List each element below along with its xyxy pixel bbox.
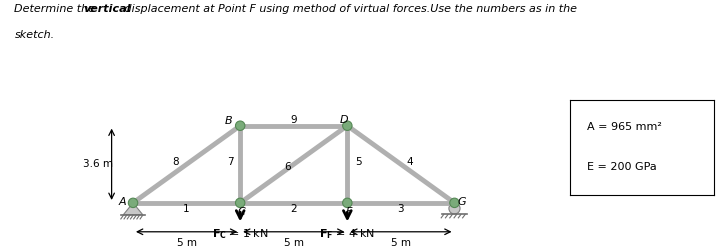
- Text: A = 965 mm²: A = 965 mm²: [587, 122, 662, 132]
- Text: C: C: [237, 207, 245, 217]
- Circle shape: [236, 121, 245, 130]
- Polygon shape: [123, 203, 143, 215]
- Text: displacement at Point F using method of virtual forces.Use the numbers as in the: displacement at Point F using method of …: [121, 4, 577, 14]
- Text: G: G: [458, 197, 466, 207]
- Text: E = 200 GPa: E = 200 GPa: [587, 162, 657, 172]
- Circle shape: [449, 203, 460, 214]
- Circle shape: [342, 121, 352, 130]
- Text: 3.6 m: 3.6 m: [83, 159, 112, 169]
- Text: F: F: [345, 207, 352, 217]
- Text: 2: 2: [291, 204, 297, 214]
- Text: B: B: [224, 116, 232, 126]
- Circle shape: [342, 198, 352, 207]
- Circle shape: [450, 198, 459, 207]
- Text: A: A: [118, 197, 126, 207]
- Text: 5 m: 5 m: [391, 238, 411, 248]
- Text: $\mathbf{F_C}$ = 1 kN: $\mathbf{F_C}$ = 1 kN: [212, 228, 268, 241]
- Text: 6: 6: [284, 162, 291, 172]
- Text: D: D: [340, 115, 348, 125]
- Text: 7: 7: [227, 157, 234, 167]
- Text: $\mathbf{F_F}$ = 4 kN: $\mathbf{F_F}$ = 4 kN: [319, 228, 376, 241]
- Text: sketch.: sketch.: [14, 30, 55, 40]
- Text: 3: 3: [397, 204, 404, 214]
- Text: vertical: vertical: [84, 4, 131, 14]
- Text: 8: 8: [172, 157, 180, 167]
- Text: 4: 4: [406, 157, 413, 167]
- Text: 5 m: 5 m: [284, 238, 304, 248]
- Text: 5: 5: [355, 157, 361, 167]
- Circle shape: [236, 198, 245, 207]
- Text: 1: 1: [183, 204, 190, 214]
- Text: 9: 9: [291, 115, 297, 125]
- Text: 5 m: 5 m: [177, 238, 197, 248]
- Circle shape: [128, 198, 138, 207]
- Text: Determine the: Determine the: [14, 4, 99, 14]
